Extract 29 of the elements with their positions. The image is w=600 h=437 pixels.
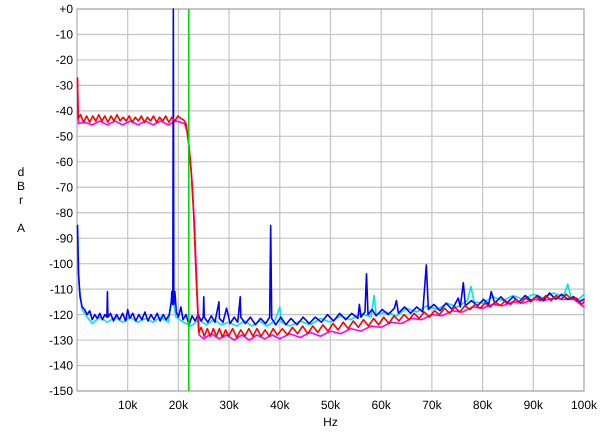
y-tick-label: -30 [56, 78, 74, 93]
y-tick-label: -70 [56, 180, 74, 194]
y-tick-label: -20 [56, 53, 74, 68]
y-tick-label: -40 [56, 104, 74, 118]
x-tick-label: 10k [118, 398, 138, 412]
y-tick-label: -50 [56, 130, 74, 144]
x-tick-label: 100k [570, 398, 598, 412]
x-tick-label: 60k [372, 398, 392, 412]
y-tick-label: -140 [48, 358, 74, 373]
line-series [76, 227, 585, 327]
y-tick-label: +0 [59, 2, 74, 16]
y-tick-label: -110 [50, 282, 74, 296]
x-axis-title: Hz [323, 415, 338, 429]
x-tick-label: 50k [320, 398, 342, 412]
x-tick-label: 80k [472, 398, 494, 412]
x-tick-label: 90k [524, 398, 544, 412]
x-tick-label: 30k [219, 398, 240, 412]
x-tick-label: 70k [422, 398, 443, 412]
x-tick-label: 40k [270, 398, 290, 412]
y-axis-title: dBr A [16, 165, 26, 235]
y-tick-label: -90 [56, 231, 74, 246]
y-tick-label: -100 [48, 256, 74, 271]
y-tick-label: -80 [56, 206, 74, 220]
y-tick-label: -60 [56, 155, 74, 169]
y-tick-label: -10 [56, 28, 74, 42]
y-tick-label: -150 [48, 384, 74, 398]
x-tick-label: 20k [168, 398, 190, 412]
y-tick-label: -130 [48, 333, 74, 348]
y-tick-label: -120 [48, 308, 74, 322]
